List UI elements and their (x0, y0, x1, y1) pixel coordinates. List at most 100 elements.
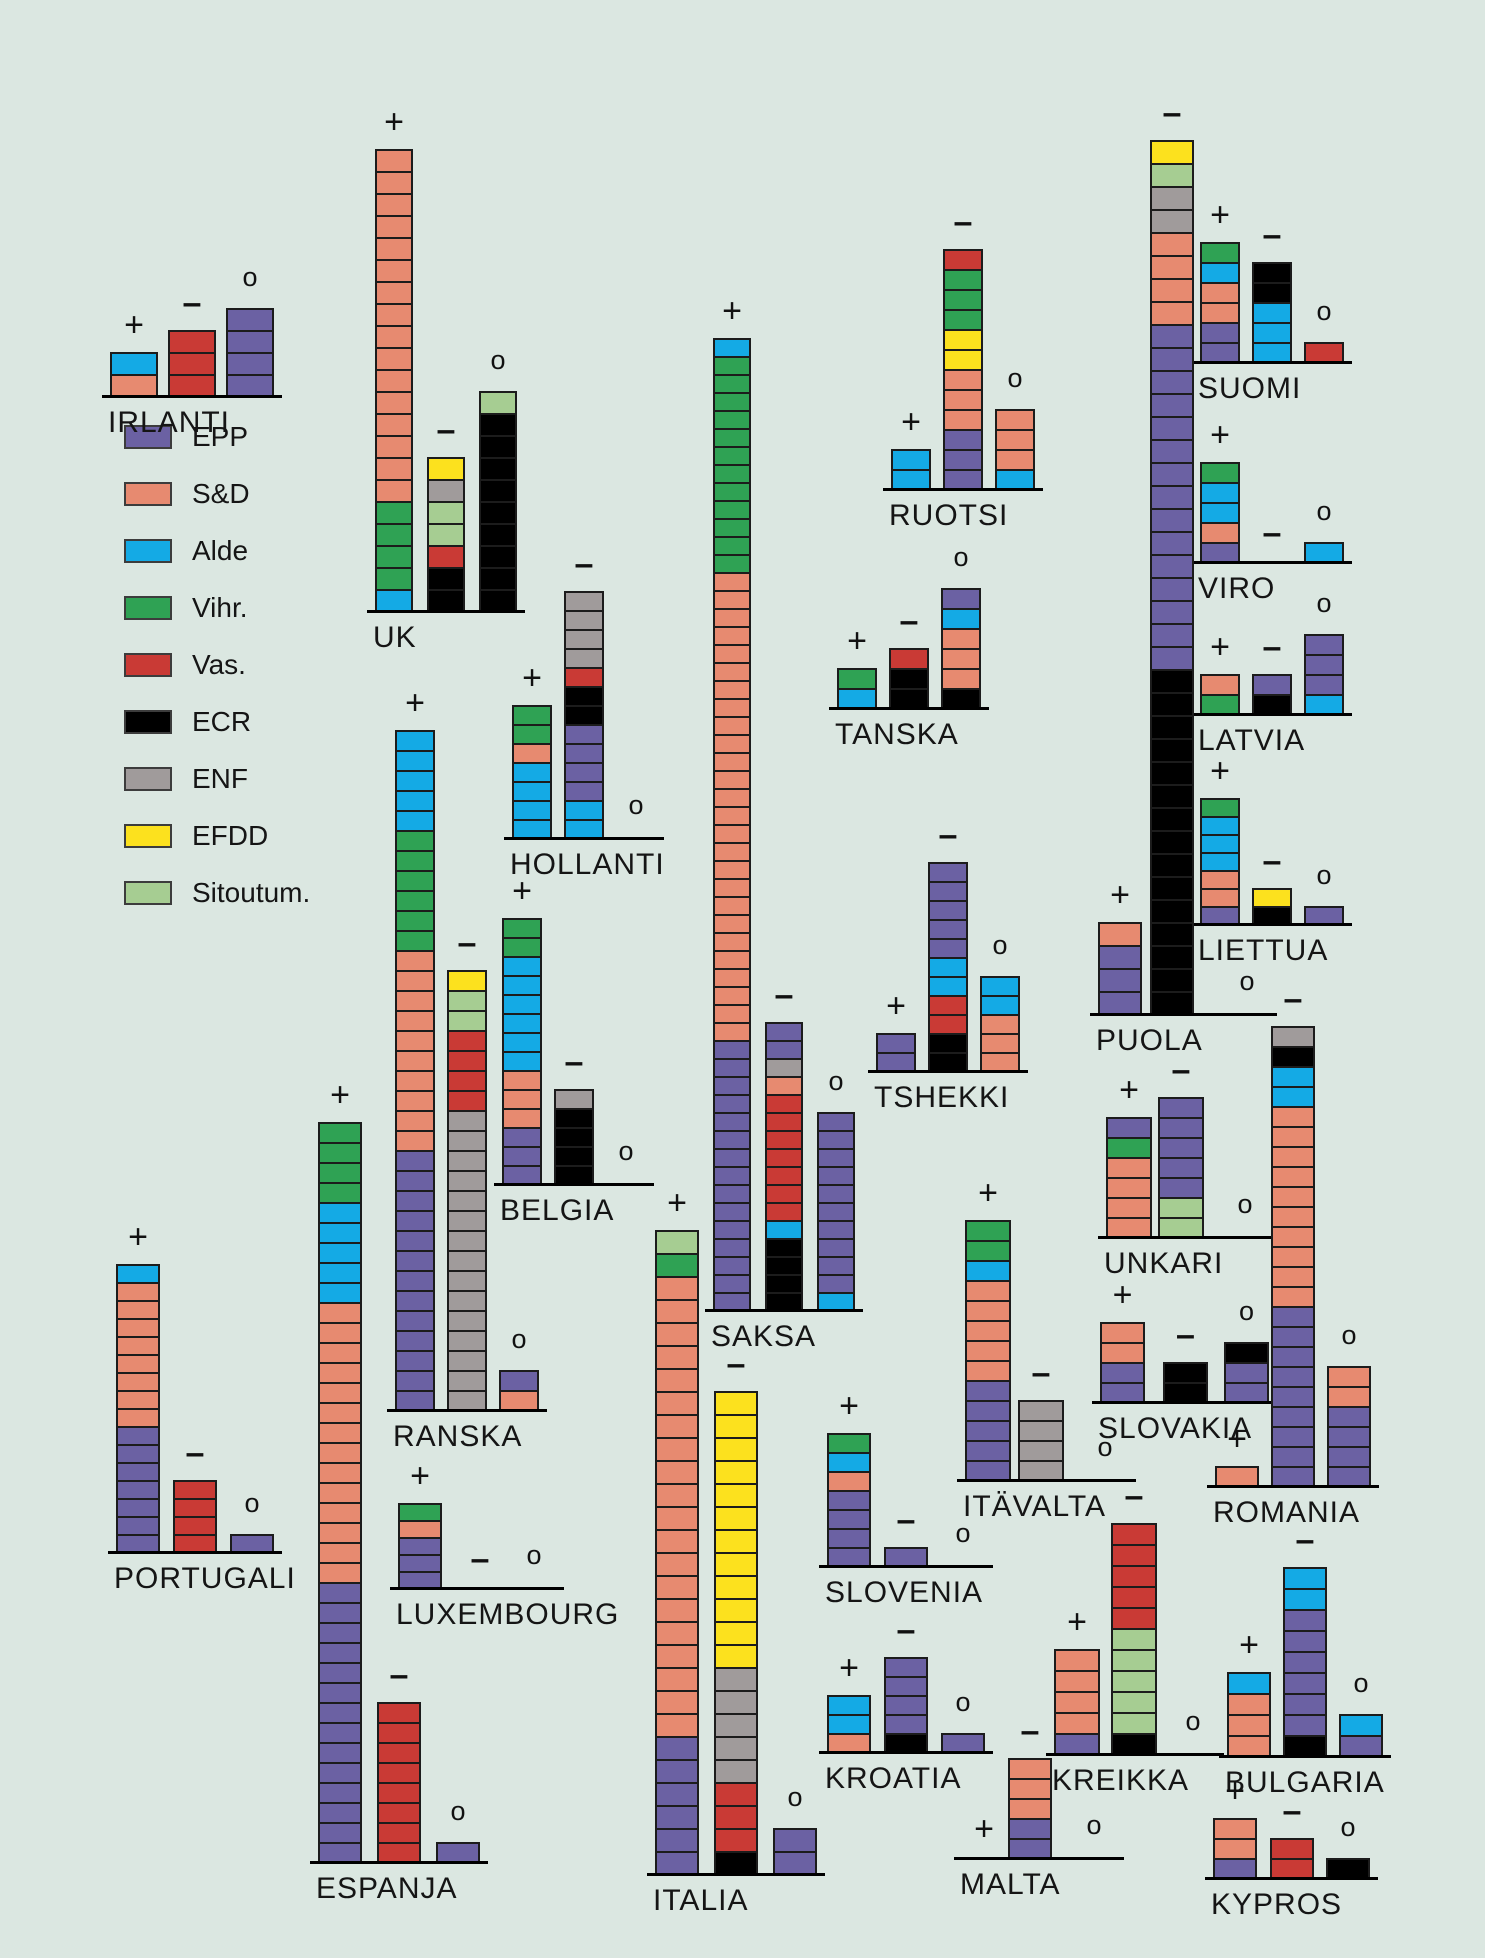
seat-block-ecr (1150, 876, 1194, 901)
seat-block-vas (765, 1112, 803, 1132)
seat-block-vihr (713, 500, 751, 520)
sign-plus-espanja: + (330, 1076, 350, 1114)
seat-block-sd (713, 716, 751, 736)
axis-latvia (1192, 713, 1352, 716)
seat-block-alde (318, 1202, 362, 1224)
axis-espanja (310, 1861, 488, 1864)
seat-block-vas (377, 1742, 421, 1764)
country-label-malta: MALTA (960, 1868, 1061, 1901)
legend-swatch-alde-icon (124, 539, 172, 563)
seat-block-epp (1150, 324, 1194, 349)
seat-block-sd (713, 644, 751, 664)
sign-minus-slovenia: – (896, 1501, 916, 1539)
seat-block-vihr (713, 428, 751, 448)
seat-block-epp (941, 588, 981, 610)
sign-plus-latvia: + (1210, 628, 1230, 666)
seat-block-ecr (479, 523, 517, 547)
legend-swatch-vas-icon (124, 653, 172, 677)
seat-block-epp (1271, 1386, 1315, 1408)
seat-block-sd (1271, 1106, 1315, 1128)
seat-block-ecr (479, 479, 517, 503)
seat-block-alde (891, 449, 931, 471)
seat-block-alde (512, 762, 552, 783)
seat-block-sd (318, 1342, 362, 1364)
seat-block-sd (941, 628, 981, 650)
seat-block-sit (1111, 1628, 1157, 1651)
seat-block-vas (173, 1480, 217, 1500)
seat-block-sd (713, 770, 751, 790)
seat-block-vas (377, 1762, 421, 1784)
seat-block-sd (375, 479, 413, 503)
sign-zero-puola: o (1239, 966, 1255, 996)
seat-block-epp (713, 1238, 751, 1258)
seat-block-epp (226, 308, 274, 332)
seat-block-sd (995, 409, 1035, 431)
seat-block-sd (318, 1562, 362, 1584)
seat-block-epp (395, 1150, 435, 1172)
seat-block-epp (1271, 1426, 1315, 1448)
seat-block-sd (375, 303, 413, 327)
seat-block-vihr (827, 1433, 871, 1454)
seat-block-epp (884, 1695, 928, 1716)
seat-block-sd (1150, 301, 1194, 326)
seat-block-sd (965, 1300, 1011, 1322)
seat-block-sd (1150, 278, 1194, 303)
seat-block-enf (1150, 209, 1194, 234)
seat-block-epp (318, 1742, 362, 1764)
seat-block-vihr (1200, 242, 1240, 264)
seat-block-alde (713, 338, 751, 358)
seat-block-sd (765, 1076, 803, 1096)
sign-minus-irlanti: – (182, 284, 202, 322)
seat-block-sd (1213, 1838, 1257, 1860)
seat-block-sd (655, 1276, 699, 1301)
seat-block-epp (395, 1190, 435, 1212)
seat-block-ecr (564, 686, 604, 707)
seat-block-sd (713, 662, 751, 682)
seat-block-sd (502, 1089, 542, 1110)
sign-minus-tshekki: – (938, 816, 958, 854)
seat-block-efdd (714, 1575, 758, 1600)
seat-block-efdd (714, 1391, 758, 1416)
seat-block-sit (479, 391, 517, 415)
seat-block-vas (1111, 1607, 1157, 1630)
seat-block-vihr (1106, 1137, 1152, 1159)
seat-block-epp (817, 1274, 855, 1294)
legend-swatch-ecr-icon (124, 710, 172, 734)
seat-block-alde (318, 1282, 362, 1304)
seat-block-epp (817, 1130, 855, 1150)
seat-block-sd (1200, 870, 1240, 890)
seat-block-sit (1150, 163, 1194, 188)
seat-block-epp (713, 1148, 751, 1168)
seat-block-vihr (502, 918, 542, 939)
seat-block-sd (941, 668, 981, 690)
seat-block-sd (827, 1471, 871, 1492)
seat-block-sd (395, 1030, 435, 1052)
seat-block-sd (375, 369, 413, 393)
seat-block-sd (318, 1402, 362, 1424)
seat-block-epp (395, 1270, 435, 1292)
seat-block-epp (318, 1622, 362, 1644)
seat-block-epp (817, 1238, 855, 1258)
sign-zero-ruotsi: o (1007, 363, 1023, 393)
seat-block-alde (110, 352, 158, 376)
seat-block-alde (1252, 302, 1292, 324)
sign-minus-viro: – (1262, 514, 1282, 552)
sign-zero-italia: o (787, 1782, 803, 1812)
seat-block-epp (1150, 531, 1194, 556)
seat-block-epp (116, 1480, 160, 1500)
seat-block-efdd (427, 457, 465, 481)
seat-block-epp (395, 1170, 435, 1192)
seat-block-sd (318, 1482, 362, 1504)
sign-plus-bulgaria: + (1239, 1626, 1259, 1664)
seat-block-efdd (714, 1460, 758, 1485)
seat-block-ecr (1150, 738, 1194, 763)
seat-block-epp (1283, 1630, 1327, 1653)
seat-block-epp (1098, 945, 1142, 970)
axis-unkari (1098, 1236, 1276, 1239)
seat-block-sit (447, 990, 487, 1012)
seat-block-epp (1304, 654, 1344, 676)
axis-portugali (108, 1551, 282, 1554)
seat-block-alde (928, 976, 968, 997)
seat-block-epp (318, 1642, 362, 1664)
seat-block-epp (395, 1250, 435, 1272)
